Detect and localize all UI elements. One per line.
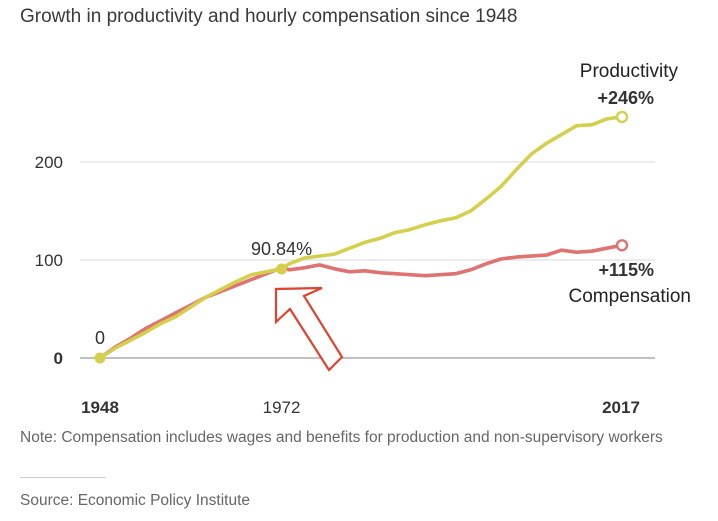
- series-name-productivity: Productivity: [580, 61, 679, 82]
- series-end-label-compensation: +115%: [598, 260, 654, 280]
- series-end-label-productivity: +246%: [597, 88, 654, 108]
- chart-title: Growth in productivity and hourly compen…: [20, 6, 518, 27]
- chart-note: Note: Compensation includes wages and be…: [20, 429, 663, 446]
- chart-source: Source: Economic Policy Institute: [20, 492, 251, 509]
- pointer-arrow: [274, 286, 344, 372]
- x-tick-label: 1972: [263, 398, 301, 417]
- end-marker-productivity: [615, 110, 629, 124]
- series-line-productivity: [98, 115, 624, 360]
- arrow-icon: [274, 286, 344, 372]
- series-name-compensation: Compensation: [568, 286, 691, 307]
- annotation-marker: [94, 352, 106, 364]
- series-line-compensation: [98, 243, 624, 360]
- annotation-label: 0: [95, 328, 105, 348]
- y-tick-label: 0: [54, 349, 63, 368]
- divider: [20, 477, 106, 478]
- series-lines: [94, 110, 629, 364]
- axis-labels: 0 100 200 1948 1972 2017: [35, 153, 640, 417]
- y-tick-label: 100: [35, 251, 63, 270]
- gridlines: [80, 161, 655, 359]
- data-labels: 0 90.84% Productivity +246% +115% Compensatio…: [95, 61, 691, 348]
- end-marker-compensation: [615, 239, 629, 252]
- annotation-marker: [276, 263, 288, 275]
- annotation-label: 90.84%: [251, 239, 312, 259]
- y-tick-label: 200: [35, 153, 63, 172]
- line-chart: 0 100 200 1948 1972 2017 0 90.84% Productivity +…: [35, 61, 691, 417]
- x-tick-label: 1948: [81, 398, 119, 417]
- x-tick-label: 2017: [602, 398, 640, 417]
